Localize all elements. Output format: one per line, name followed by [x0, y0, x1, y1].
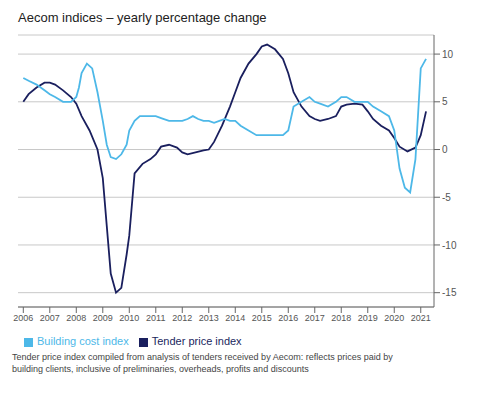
html-text:Tender price index compiled fr: Tender price index compiled from analysi…	[12, 352, 393, 374]
svg-text:2007: 2007	[40, 313, 60, 323]
svg-text:2013: 2013	[199, 313, 219, 323]
svg-text:-5: -5	[442, 192, 451, 203]
svg-text:2021: 2021	[411, 313, 431, 323]
svg-text:2017: 2017	[305, 313, 325, 323]
svg-text:10: 10	[442, 49, 454, 60]
html-text:Tender price index: Tender price index	[151, 335, 242, 347]
svg-text:2008: 2008	[66, 313, 86, 323]
svg-text:2020: 2020	[384, 313, 404, 323]
svg-text:2009: 2009	[93, 313, 113, 323]
svg-text:2006: 2006	[13, 313, 33, 323]
svg-text:-15: -15	[442, 287, 457, 298]
svg-text:2011: 2011	[146, 313, 165, 323]
svg-text:2016: 2016	[278, 313, 298, 323]
svg-text:0: 0	[442, 144, 448, 155]
svg-text:2015: 2015	[252, 313, 272, 323]
svg-text:2018: 2018	[331, 313, 351, 323]
svg-text:2012: 2012	[172, 313, 192, 323]
html-text:Aecom indices – yearly percent: Aecom indices – yearly percentage change	[18, 10, 267, 25]
svg-text:2014: 2014	[225, 313, 245, 323]
svg-text:2010: 2010	[119, 313, 139, 323]
svg-text:5: 5	[442, 96, 448, 107]
svg-text:2019: 2019	[358, 313, 378, 323]
svg-text:-10: -10	[442, 240, 457, 251]
html-text:Building cost index: Building cost index	[37, 335, 129, 347]
